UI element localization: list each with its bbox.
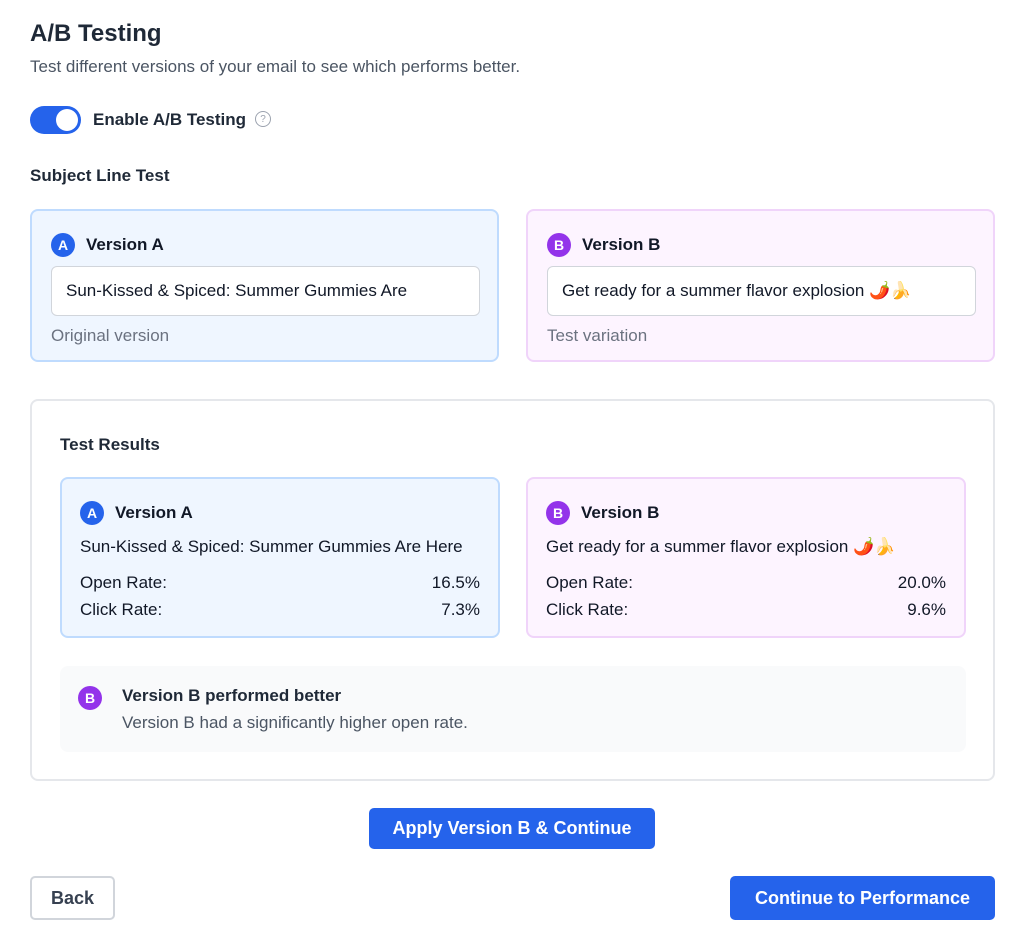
result-b-click-rate: Click Rate: 9.6% (546, 600, 946, 620)
back-button[interactable]: Back (30, 876, 115, 920)
result-a-badge: A (80, 501, 104, 525)
toggle-label: Enable A/B Testing (93, 110, 247, 129)
version-a-subject-input[interactable] (51, 266, 480, 316)
open-rate-value: 20.0% (897, 573, 946, 592)
result-b-header: B Version B (546, 501, 659, 525)
version-b-label: Version B (582, 235, 661, 254)
result-b-label: Version B (581, 503, 660, 522)
result-a-subject: Sun-Kissed & Spiced: Summer Gummies Are … (80, 537, 463, 556)
winner-summary: B Version B performed better Version B h… (60, 666, 966, 752)
version-a-header: A Version A (51, 233, 164, 257)
ab-toggle-row: Enable A/B Testing ? (30, 106, 272, 134)
test-results-title: Test Results (60, 435, 160, 454)
apply-version-b-button[interactable]: Apply Version B & Continue (369, 808, 655, 849)
toggle-knob (56, 109, 78, 131)
result-b-open-rate: Open Rate: 20.0% (546, 573, 946, 593)
result-b-subject: Get ready for a summer flavor explosion … (546, 537, 896, 556)
winner-description: Version B had a significantly higher ope… (122, 713, 468, 732)
page-title: A/B Testing (30, 20, 162, 47)
winner-title: Version B performed better (122, 686, 342, 705)
click-rate-label: Click Rate: (80, 600, 163, 619)
version-b-header: B Version B (547, 233, 660, 257)
result-a-label: Version A (115, 503, 193, 522)
click-rate-label: Click Rate: (546, 600, 629, 619)
result-b-badge: B (546, 501, 570, 525)
page-subtitle: Test different versions of your email to… (30, 57, 521, 76)
click-rate-value: 7.3% (441, 600, 480, 619)
result-a-open-rate: Open Rate: 16.5% (80, 573, 480, 593)
version-a-card: A Version A Original version (30, 209, 499, 362)
subject-test-label: Subject Line Test (30, 166, 170, 185)
continue-to-performance-button[interactable]: Continue to Performance (730, 876, 995, 920)
open-rate-label: Open Rate: (80, 573, 167, 592)
result-a-header: A Version A (80, 501, 193, 525)
open-rate-label: Open Rate: (546, 573, 633, 592)
test-results-panel: Test Results A Version A Sun-Kissed & Sp… (30, 399, 995, 781)
result-card-b: B Version B Get ready for a summer flavo… (526, 477, 966, 638)
version-a-label: Version A (86, 235, 164, 254)
ab-testing-toggle[interactable] (30, 106, 81, 134)
version-b-subject-input[interactable] (547, 266, 976, 316)
open-rate-value: 16.5% (431, 573, 480, 592)
version-a-note: Original version (51, 326, 170, 345)
version-a-badge: A (51, 233, 75, 257)
result-card-a: A Version A Sun-Kissed & Spiced: Summer … (60, 477, 500, 638)
winner-badge: B (78, 686, 102, 710)
result-a-click-rate: Click Rate: 7.3% (80, 600, 480, 620)
version-b-badge: B (547, 233, 571, 257)
version-b-note: Test variation (547, 326, 648, 345)
click-rate-value: 9.6% (907, 600, 946, 619)
version-b-card: B Version B Test variation (526, 209, 995, 362)
help-icon[interactable]: ? (255, 111, 272, 127)
